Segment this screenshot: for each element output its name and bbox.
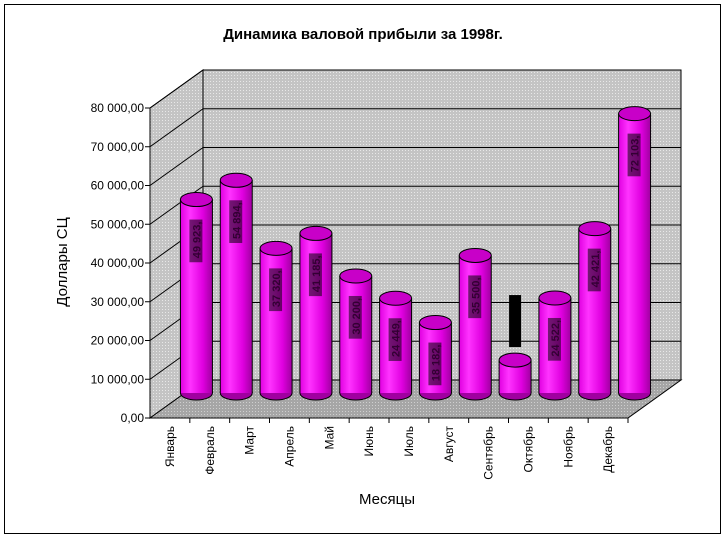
data-label: 24 449, <box>391 320 403 357</box>
data-label: 37 320, <box>271 270 283 307</box>
bar-top <box>219 172 253 188</box>
data-label-bg <box>627 133 641 177</box>
y-tick-label: 70 000,00 <box>91 140 145 154</box>
bar-top <box>259 240 293 256</box>
y-tick-label: 20 000,00 <box>91 334 145 348</box>
data-label-bg <box>189 219 203 263</box>
gridline-side <box>149 147 204 186</box>
data-label-box <box>509 295 522 348</box>
bar-2: 54 894, <box>219 172 253 401</box>
bar-top <box>299 225 333 241</box>
bar-5: 30 200, <box>339 268 373 401</box>
x-tick-label: Август <box>442 426 456 463</box>
bar-9 <box>498 295 532 401</box>
chart-title: Динамика валовой прибыли за 1998г. <box>223 26 503 43</box>
data-label-bg <box>428 342 442 386</box>
data-label-bg <box>468 275 482 319</box>
x-tick-label: Май <box>322 426 336 450</box>
y-tick-label: 10 000,00 <box>91 372 145 386</box>
bar-6: 24 449, <box>379 290 413 401</box>
data-label: 30 200, <box>351 298 363 335</box>
bar-top <box>379 290 413 306</box>
bar-11: 42 421, <box>578 221 612 401</box>
bar-top <box>339 268 373 284</box>
x-axis-title: Месяцы <box>359 491 415 508</box>
x-tick-label: Март <box>243 426 257 455</box>
bar-top <box>179 192 213 208</box>
data-label: 72 103, <box>630 136 642 173</box>
x-tick-label: Январь <box>163 426 177 467</box>
data-label: 42 421, <box>590 251 602 288</box>
bar-10: 24 522, <box>538 290 572 401</box>
y-tick-label: 40 000,00 <box>91 256 145 270</box>
bar-top <box>538 290 572 306</box>
data-label: 35 500, <box>470 277 482 314</box>
bar-7: 18 182, <box>418 315 452 401</box>
data-label-bg <box>348 295 362 339</box>
bar-4: 41 185, <box>299 225 333 401</box>
data-label-bg <box>547 317 561 361</box>
x-tick-label: Декабрь <box>601 426 615 473</box>
y-tick-label: 50 000,00 <box>91 217 145 231</box>
y-tick-label: 60 000,00 <box>91 179 145 193</box>
chart-frame <box>4 4 721 534</box>
data-label-bg <box>229 200 243 243</box>
bar-12: 72 103, <box>618 106 652 401</box>
data-label-bg <box>388 318 402 361</box>
x-tick-label: Сентябрь <box>482 426 496 480</box>
bar-top <box>618 106 652 122</box>
y-tick-label: 30 000,00 <box>91 295 145 309</box>
y-tick-label: 80 000,00 <box>91 101 145 115</box>
x-tick-label: Февраль <box>203 426 217 475</box>
data-label-bg <box>269 268 283 312</box>
data-label-bg <box>308 253 322 297</box>
bar-top <box>498 352 532 368</box>
data-label: 41 185, <box>311 255 323 292</box>
data-label: 24 522, <box>550 320 562 357</box>
gridline-side <box>149 69 204 109</box>
x-tick-label: Ноябрь <box>561 426 575 468</box>
x-tick-label: Октябрь <box>521 426 535 473</box>
y-tick-label: 0,00 <box>121 411 145 425</box>
data-label: 49 923, <box>191 222 203 259</box>
gridline-side <box>149 108 204 148</box>
x-tick-label: Июнь <box>362 426 376 457</box>
bar-1: 49 923, <box>179 192 213 401</box>
bar-3: 37 320, <box>259 240 293 401</box>
x-tick-label: Апрель <box>282 426 296 467</box>
bar-top <box>418 315 452 331</box>
data-label: 18 182, <box>430 345 442 382</box>
x-tick-label: Июль <box>402 426 416 457</box>
data-label: 54 894, <box>231 202 243 239</box>
bar-top <box>458 247 492 263</box>
data-label-bg <box>587 248 601 292</box>
bar-top <box>578 221 612 237</box>
y-axis-title: Доллары СЦ <box>54 217 71 306</box>
bar-8: 35 500, <box>458 247 492 401</box>
